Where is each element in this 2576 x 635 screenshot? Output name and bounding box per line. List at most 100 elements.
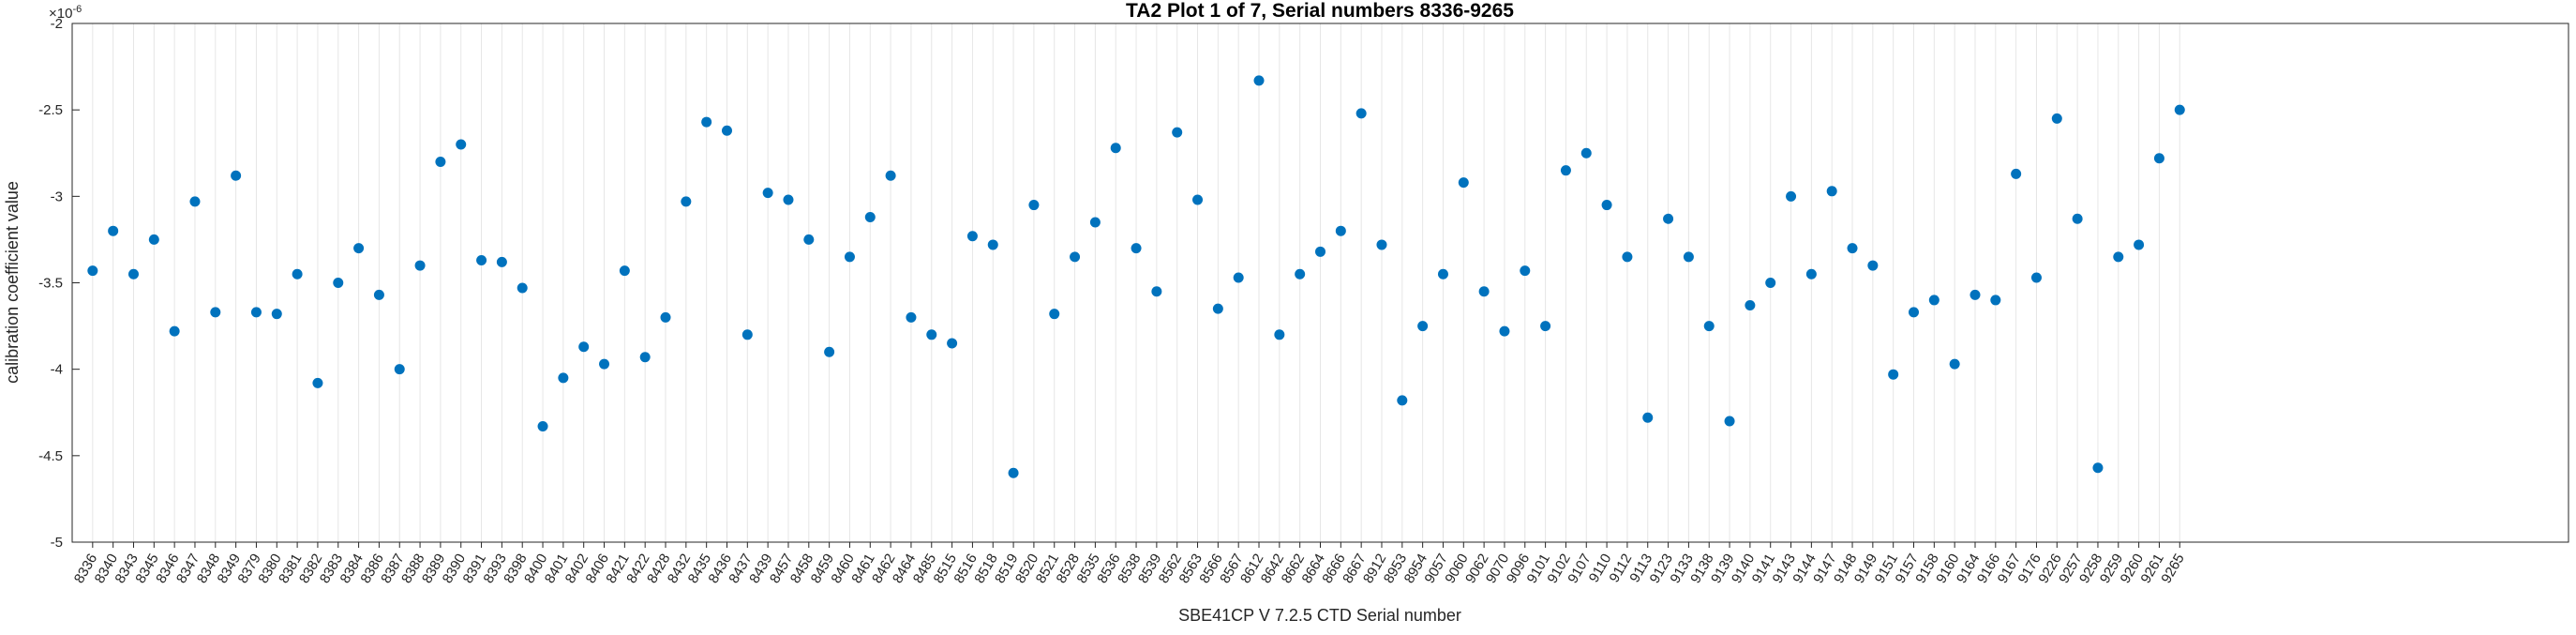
data-point xyxy=(271,309,282,320)
data-point xyxy=(1745,299,1756,310)
data-point xyxy=(435,156,446,167)
data-point xyxy=(517,282,528,294)
y-axis-multiplier: ×10-6 xyxy=(49,4,82,22)
x-axis-label: SBE41CP V 7.2.5 CTD Serial number xyxy=(1178,606,1461,625)
y-axis-label: calibration coefficient value xyxy=(3,181,22,384)
data-point xyxy=(1397,395,1408,406)
data-point xyxy=(1151,286,1162,297)
data-point xyxy=(844,251,855,263)
data-point xyxy=(2011,168,2022,179)
data-point xyxy=(578,341,590,353)
data-point xyxy=(803,234,815,245)
data-point xyxy=(599,358,610,370)
data-point xyxy=(1867,260,1879,271)
x-gridlines xyxy=(92,23,2180,542)
data-point xyxy=(1049,309,1060,320)
data-point xyxy=(87,265,98,277)
y-tick-label: -3.5 xyxy=(38,276,63,292)
data-point xyxy=(1622,251,1633,263)
data-point xyxy=(1458,177,1469,189)
y-tick-label: -2 xyxy=(51,16,63,32)
data-point xyxy=(1540,321,1551,332)
data-point xyxy=(1008,467,1019,478)
data-point xyxy=(701,116,712,128)
data-point xyxy=(1089,217,1101,228)
data-point xyxy=(189,196,201,207)
data-point xyxy=(1888,369,1899,380)
data-point xyxy=(1295,268,1306,280)
data-point xyxy=(1928,295,1939,306)
data-point xyxy=(947,338,958,349)
data-point xyxy=(681,196,692,207)
data-point xyxy=(2072,213,2083,224)
data-point xyxy=(2134,239,2145,250)
data-point xyxy=(864,211,876,222)
data-point xyxy=(1355,108,1367,119)
data-point xyxy=(250,307,262,318)
data-point xyxy=(1683,251,1694,263)
data-point xyxy=(987,239,998,250)
data-point xyxy=(1520,265,1531,277)
data-point xyxy=(312,377,323,388)
data-point xyxy=(231,170,242,181)
data-point xyxy=(966,231,978,242)
data-point xyxy=(1335,225,1346,236)
data-point xyxy=(1765,278,1776,288)
data-point xyxy=(1131,243,1142,254)
chart-title: TA2 Plot 1 of 7, Serial numbers 8336-926… xyxy=(1126,0,1514,22)
data-point xyxy=(741,329,753,340)
data-point xyxy=(783,194,794,205)
data-point xyxy=(1070,251,1081,263)
data-point xyxy=(885,170,896,181)
data-point xyxy=(1233,272,1244,283)
data-points xyxy=(87,75,2185,478)
data-point xyxy=(1786,190,1797,202)
data-point xyxy=(1724,416,1735,427)
data-point xyxy=(619,265,630,277)
data-point xyxy=(721,125,732,136)
data-point xyxy=(639,352,651,363)
data-point xyxy=(1028,200,1040,211)
data-point xyxy=(496,256,507,267)
y-tick-label: -2.5 xyxy=(38,102,63,118)
data-point xyxy=(558,372,569,384)
data-point xyxy=(2153,153,2164,164)
data-point xyxy=(333,278,344,288)
data-point xyxy=(1192,194,1204,205)
multiplier-base: ×10 xyxy=(49,6,72,22)
data-point xyxy=(926,329,937,340)
data-point xyxy=(660,311,671,323)
data-point xyxy=(1949,358,1960,370)
data-point xyxy=(1172,127,1183,138)
y-tick-labels: -5 -4.5 -4 -3.5 -3 -2.5 -2 xyxy=(38,16,63,551)
data-point xyxy=(1909,307,1920,318)
data-point xyxy=(2092,462,2104,474)
data-point xyxy=(906,311,917,323)
y-tick-label: -4.5 xyxy=(38,448,63,464)
data-point xyxy=(1826,186,1837,197)
data-point xyxy=(1663,213,1674,224)
data-point xyxy=(1110,143,1121,154)
data-point xyxy=(1805,268,1817,280)
tick-marks xyxy=(72,23,2180,548)
data-point xyxy=(1478,286,1490,297)
multiplier-exponent: -6 xyxy=(72,4,82,15)
data-point xyxy=(1417,321,1429,332)
data-point xyxy=(1376,239,1387,250)
data-point xyxy=(2051,113,2062,124)
data-point xyxy=(1560,165,1571,176)
data-point xyxy=(1437,268,1448,280)
data-point xyxy=(456,139,467,150)
data-point xyxy=(1274,329,1285,340)
data-point xyxy=(537,420,548,431)
data-point xyxy=(394,364,405,375)
data-point xyxy=(1601,200,1612,211)
data-point xyxy=(210,307,221,318)
y-tick-label: -5 xyxy=(51,535,63,551)
data-point xyxy=(148,234,159,245)
x-tick-labels: 8336834083438345834683478348834983798380… xyxy=(71,551,2188,585)
data-point xyxy=(292,268,303,280)
data-point xyxy=(169,325,180,337)
